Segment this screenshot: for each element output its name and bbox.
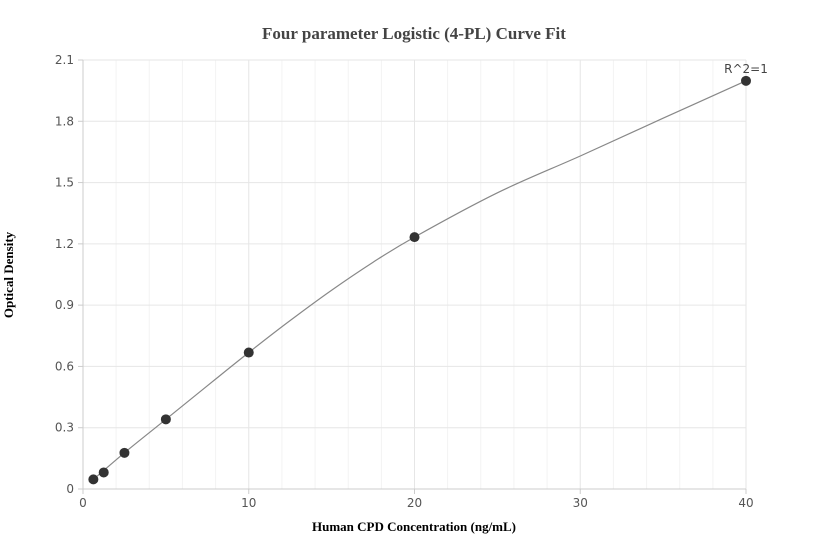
x-tick-label: 20 (407, 496, 422, 510)
data-point (119, 447, 130, 458)
x-tick-label: 40 (738, 496, 753, 510)
y-tick-label: 0.9 (55, 298, 74, 312)
axes: 0 10 20 30 40 0 0.3 0.6 0.9 1.2 1.5 1.8 2.1 (55, 53, 754, 510)
fit-curve-line (93, 80, 747, 480)
data-point (88, 474, 99, 485)
data-points-layer (88, 75, 751, 485)
y-tick-label: 0.6 (55, 359, 74, 373)
data-point (741, 75, 751, 86)
x-axis-title: Human CPD Concentration (ng/mL) (312, 519, 516, 534)
data-point (243, 347, 254, 358)
y-tick-label: 0 (66, 482, 74, 496)
data-point (409, 232, 420, 243)
r-squared-annotation: R^2=1 (724, 62, 768, 76)
y-tick-label: 1.5 (55, 176, 74, 190)
chart-title: Four parameter Logistic (4-PL) Curve Fit (262, 24, 566, 43)
x-tick-label: 10 (241, 496, 256, 510)
y-axis-title: Optical Density (1, 231, 16, 318)
x-tick-label: 0 (79, 496, 87, 510)
x-tick-label: 30 (573, 496, 588, 510)
y-tick-label: 2.1 (55, 53, 74, 67)
y-tick-label: 0.3 (55, 421, 74, 435)
grid (83, 59, 747, 489)
y-tick-label: 1.2 (55, 237, 74, 251)
fit-curve-layer (93, 80, 747, 480)
data-point (98, 467, 109, 478)
y-tick-label: 1.8 (55, 114, 74, 128)
data-point (160, 414, 171, 425)
